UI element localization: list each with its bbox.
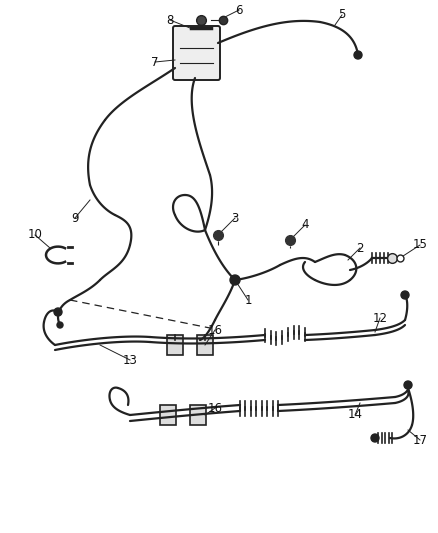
Text: 17: 17: [413, 433, 427, 447]
Text: 15: 15: [413, 238, 427, 252]
Text: 8: 8: [166, 13, 174, 27]
Text: 6: 6: [235, 4, 243, 17]
Bar: [190, 405, 206, 425]
Text: 16: 16: [208, 324, 223, 336]
Bar: [160, 405, 176, 425]
Circle shape: [230, 275, 240, 285]
Text: 2: 2: [356, 241, 364, 254]
Text: 10: 10: [28, 229, 42, 241]
Circle shape: [354, 51, 362, 59]
Bar: [197, 335, 213, 355]
Circle shape: [371, 434, 379, 442]
Text: 16: 16: [208, 401, 223, 415]
Circle shape: [401, 291, 409, 299]
Circle shape: [404, 381, 412, 389]
Text: 13: 13: [123, 353, 138, 367]
Text: 14: 14: [347, 408, 363, 422]
Text: 12: 12: [372, 311, 388, 325]
Text: 3: 3: [231, 212, 239, 224]
Text: 5: 5: [338, 9, 346, 21]
Bar: [167, 335, 183, 355]
Text: 4: 4: [301, 219, 309, 231]
Circle shape: [54, 308, 62, 316]
Text: 9: 9: [71, 212, 79, 224]
Circle shape: [57, 322, 63, 328]
Text: 7: 7: [151, 55, 159, 69]
FancyBboxPatch shape: [173, 26, 220, 80]
Text: 1: 1: [244, 294, 252, 306]
